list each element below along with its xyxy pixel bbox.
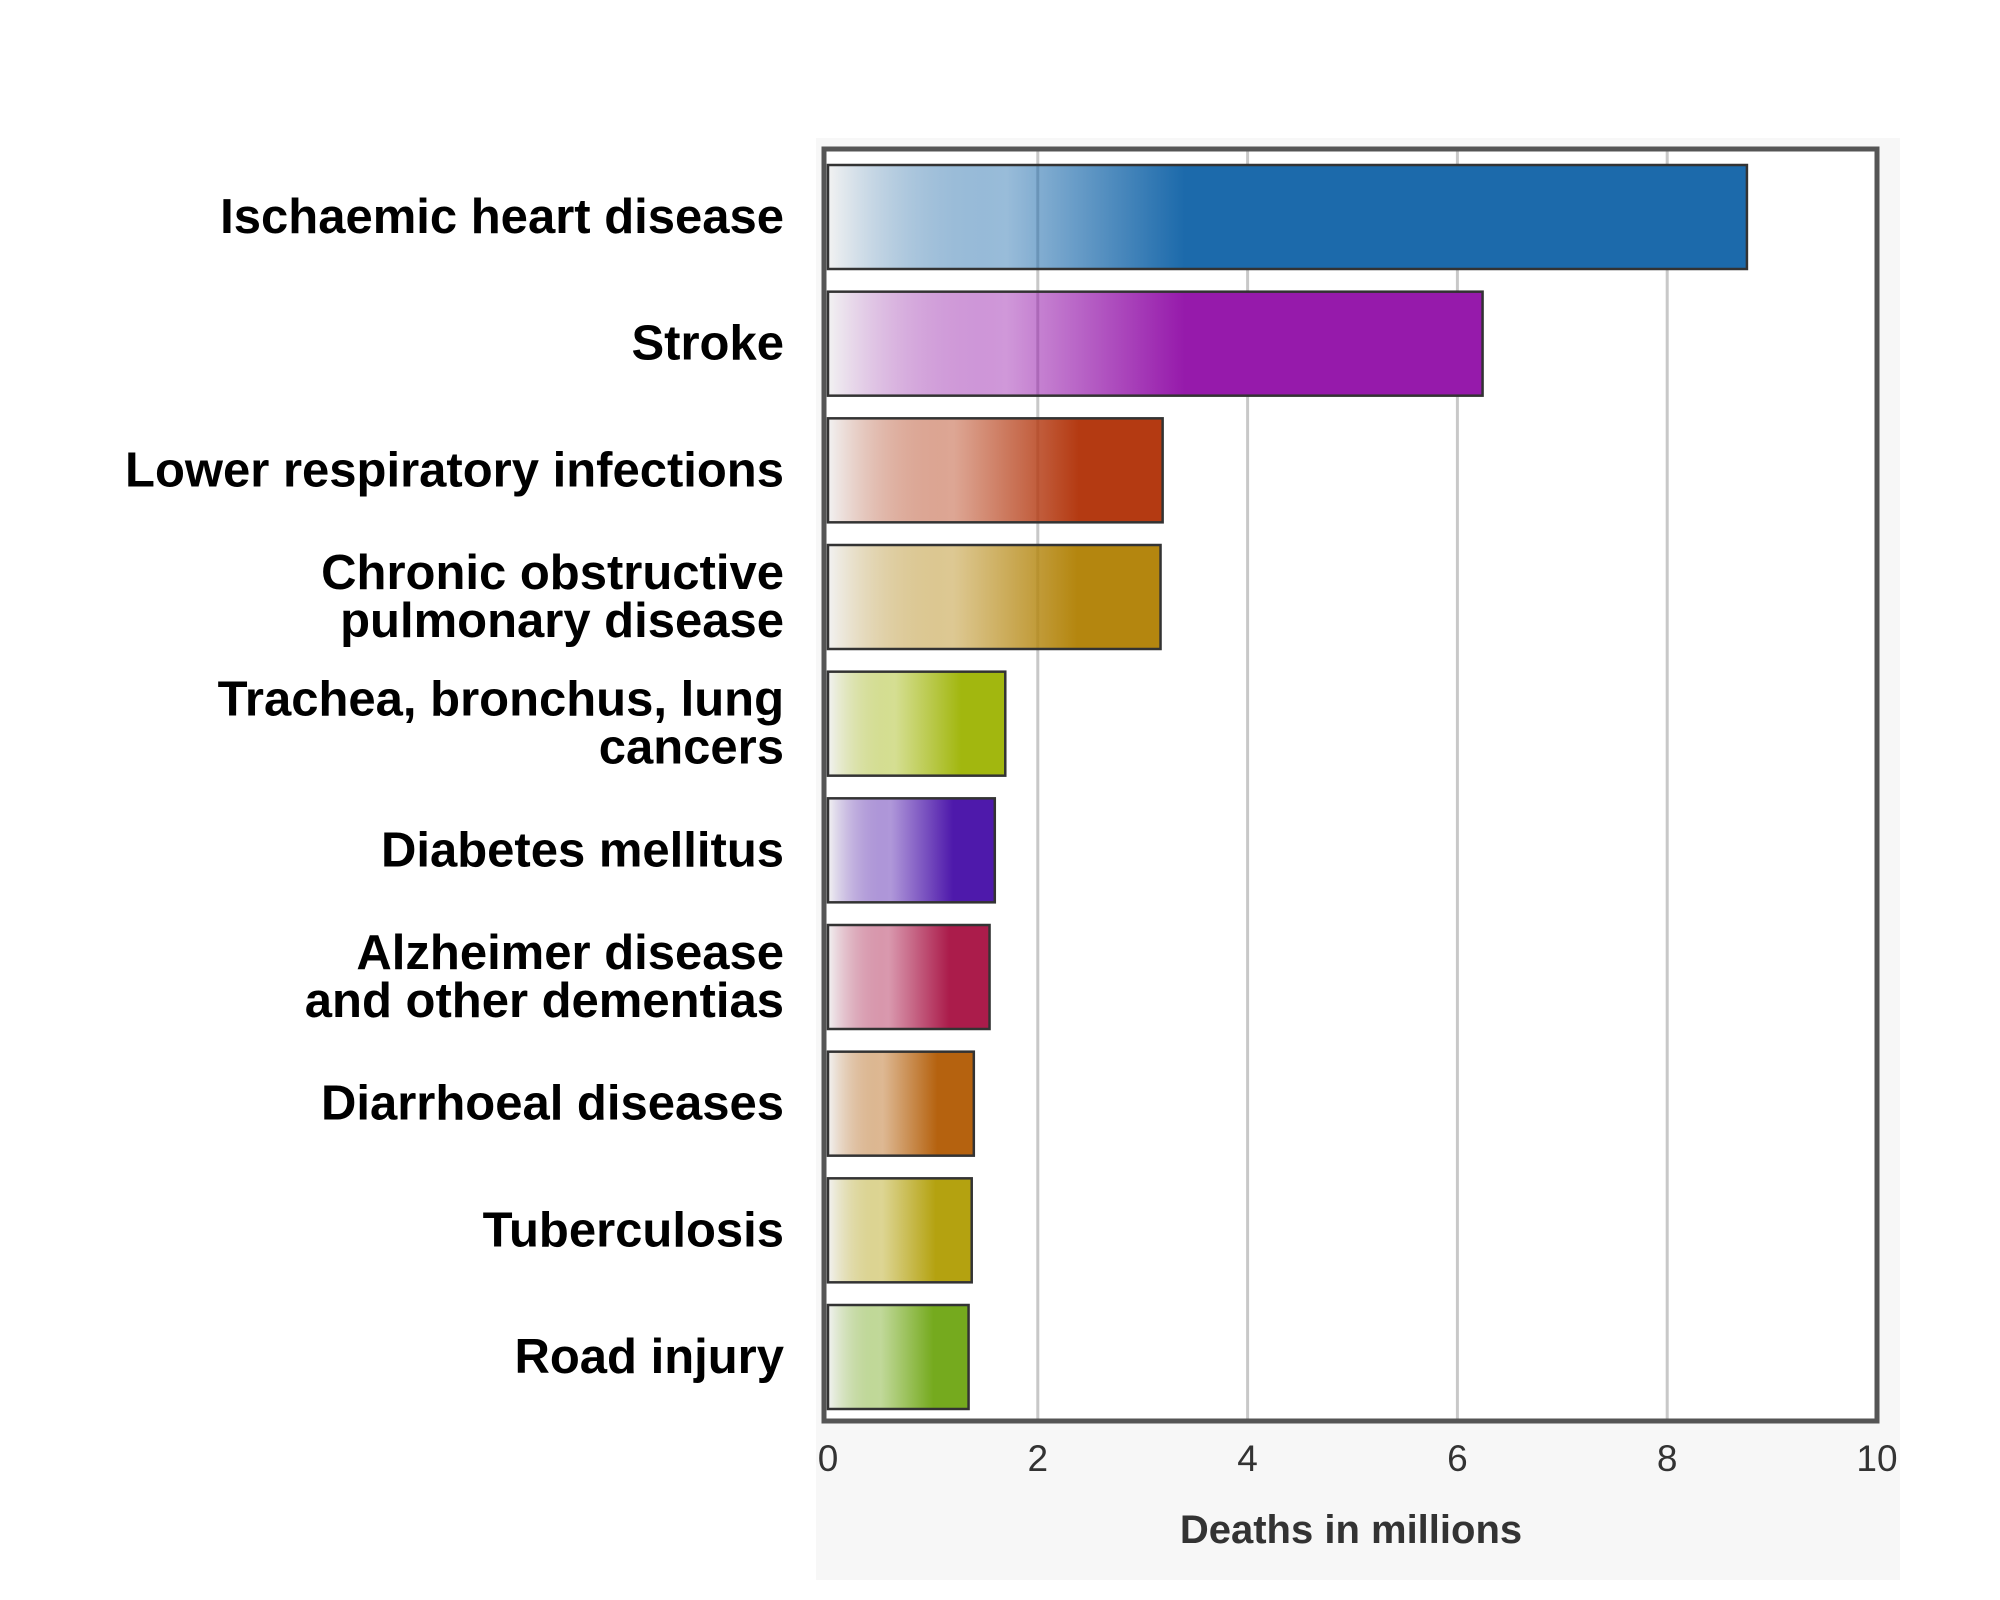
x-tick-label: 6 bbox=[1447, 1438, 1468, 1479]
x-tick-label: 10 bbox=[1856, 1438, 1897, 1479]
bar bbox=[826, 670, 1007, 777]
category-label: Stroke bbox=[631, 317, 784, 371]
x-axis-title: Deaths in millions bbox=[1180, 1508, 1522, 1552]
category-label: Alzheimer disease and other dementias bbox=[305, 926, 784, 1028]
category-label: Lower respiratory infections bbox=[125, 443, 784, 497]
x-tick-label: 0 bbox=[818, 1438, 839, 1479]
bar bbox=[826, 923, 991, 1031]
category-label: Ischaemic heart disease bbox=[220, 190, 784, 244]
bar bbox=[826, 417, 1164, 524]
x-axis-ticks: 0 2 4 6 8 10 bbox=[818, 1438, 1898, 1479]
category-label: Tuberculosis bbox=[483, 1203, 784, 1257]
x-tick-label: 2 bbox=[1028, 1438, 1049, 1479]
bar bbox=[826, 163, 1749, 271]
plot-frame bbox=[821, 146, 1880, 1424]
category-labels: Ischaemic heart disease Stroke Lower respi… bbox=[125, 190, 784, 1384]
x-tick-label: 8 bbox=[1657, 1438, 1678, 1479]
category-label: Chronic obstructive pulmonary disease bbox=[321, 546, 784, 648]
category-label: Diabetes mellitus bbox=[381, 823, 784, 877]
bar bbox=[826, 543, 1162, 651]
category-label: Trachea, bronchus, lung cancers bbox=[218, 673, 784, 775]
bars bbox=[826, 163, 1749, 1411]
category-label: Diarrhoeal diseases bbox=[321, 1077, 784, 1131]
bar bbox=[826, 1177, 973, 1284]
x-tick-label: 4 bbox=[1237, 1438, 1258, 1479]
bar bbox=[826, 797, 997, 904]
category-label: Road injury bbox=[514, 1330, 784, 1384]
bar bbox=[826, 290, 1484, 397]
bar bbox=[826, 1050, 976, 1157]
bar bbox=[826, 1303, 970, 1411]
